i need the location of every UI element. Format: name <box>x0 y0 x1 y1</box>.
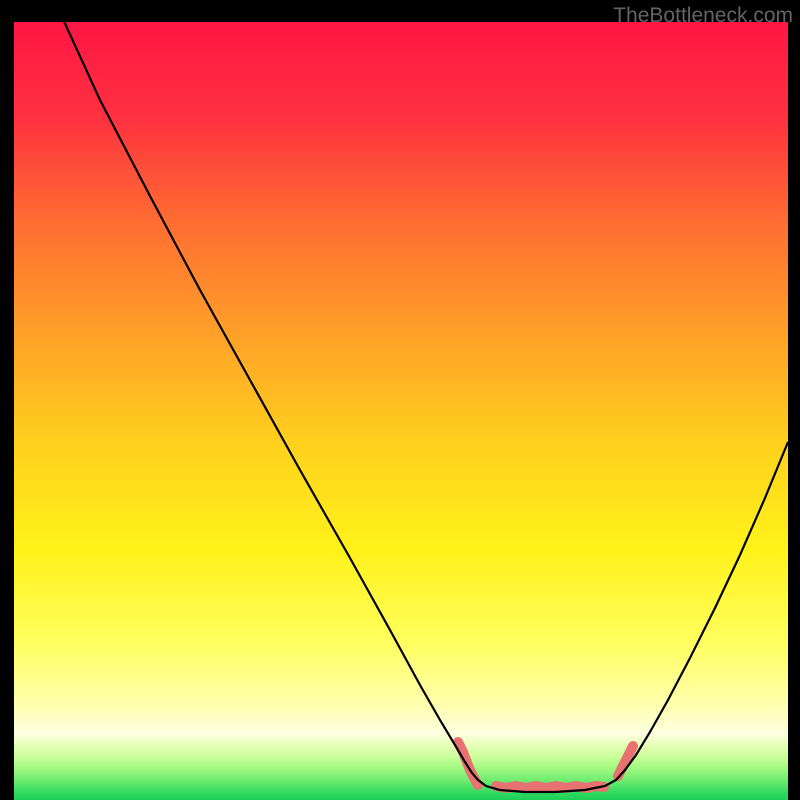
chart-overlay-svg <box>0 0 800 800</box>
zone-marker-1 <box>496 786 604 788</box>
zone-marker-group <box>458 742 633 788</box>
attribution-label: TheBottleneck.com <box>613 4 793 28</box>
zone-marker-0 <box>458 742 478 785</box>
bottleneck-curve <box>62 17 788 792</box>
